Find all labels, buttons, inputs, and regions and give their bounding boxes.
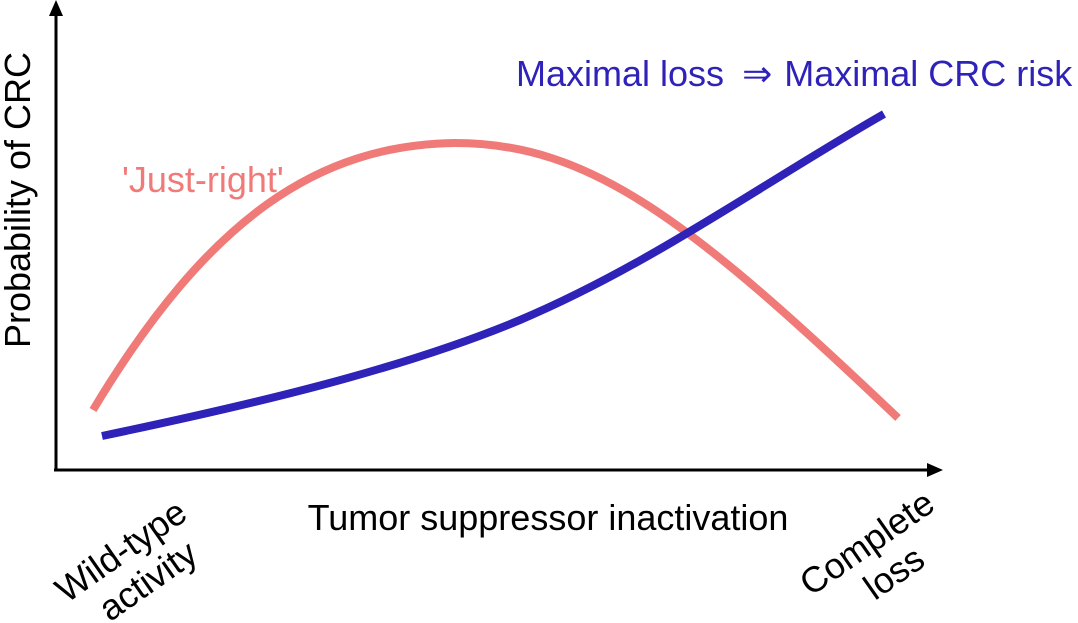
maximal-loss-curve [101, 110, 886, 440]
maximal-loss-label: Maximal loss ⇒ Maximal CRC risk [516, 53, 1073, 94]
x-axis-arrowhead [927, 463, 943, 477]
just-right-label: 'Just-right' [122, 159, 284, 200]
maximal-loss-label-part-1: Maximal loss [516, 53, 724, 94]
y-axis-arrowhead [49, 0, 63, 16]
x-end-label: Complete loss [792, 476, 973, 623]
y-axis-label: Probability of CRC [0, 52, 38, 348]
implies-arrow-icon: ⇒ [742, 53, 772, 94]
x-start-label: Wild-type activity [48, 485, 226, 623]
just-right-curve [89, 138, 901, 421]
maximal-loss-label-part-2: Maximal CRC risk [784, 53, 1073, 94]
x-axis-label: Tumor suppressor inactivation [308, 497, 789, 538]
